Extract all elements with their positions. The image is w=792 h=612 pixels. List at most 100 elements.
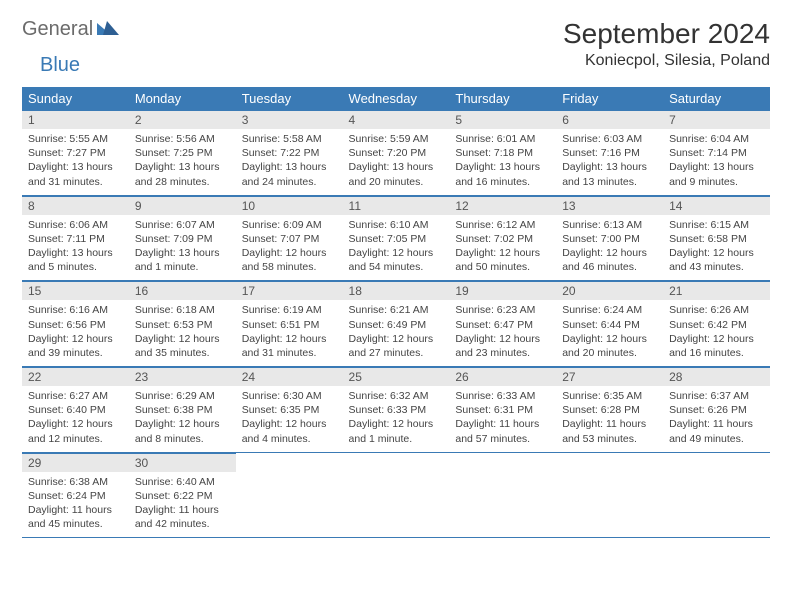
day-cell: 29Sunrise: 6:38 AMSunset: 6:24 PMDayligh…: [22, 452, 129, 538]
day-cell: 14Sunrise: 6:15 AMSunset: 6:58 PMDayligh…: [663, 195, 770, 281]
day-cell: 10Sunrise: 6:09 AMSunset: 7:07 PMDayligh…: [236, 195, 343, 281]
day-body: Sunrise: 6:15 AMSunset: 6:58 PMDaylight:…: [663, 215, 770, 281]
day-body: Sunrise: 6:29 AMSunset: 6:38 PMDaylight:…: [129, 386, 236, 452]
day-cell: 23Sunrise: 6:29 AMSunset: 6:38 PMDayligh…: [129, 367, 236, 453]
logo-triangle-icon: [97, 19, 119, 40]
day-body: Sunrise: 6:33 AMSunset: 6:31 PMDaylight:…: [449, 386, 556, 452]
day-body: Sunrise: 6:35 AMSunset: 6:28 PMDaylight:…: [556, 386, 663, 452]
day-body: Sunrise: 5:56 AMSunset: 7:25 PMDaylight:…: [129, 129, 236, 195]
day-body: Sunrise: 6:18 AMSunset: 6:53 PMDaylight:…: [129, 300, 236, 366]
day-number: 29: [22, 453, 129, 472]
day-number: 15: [22, 281, 129, 300]
day-number: 1: [22, 110, 129, 129]
day-cell: 20Sunrise: 6:24 AMSunset: 6:44 PMDayligh…: [556, 281, 663, 367]
weekday-header: Thursday: [449, 87, 556, 110]
day-number: 16: [129, 281, 236, 300]
day-number: 20: [556, 281, 663, 300]
day-body: Sunrise: 5:58 AMSunset: 7:22 PMDaylight:…: [236, 129, 343, 195]
title-block: September 2024 Koniecpol, Silesia, Polan…: [563, 18, 770, 70]
weekday-header: Tuesday: [236, 87, 343, 110]
day-cell: 13Sunrise: 6:13 AMSunset: 7:00 PMDayligh…: [556, 195, 663, 281]
day-cell: 15Sunrise: 6:16 AMSunset: 6:56 PMDayligh…: [22, 281, 129, 367]
day-cell: 16Sunrise: 6:18 AMSunset: 6:53 PMDayligh…: [129, 281, 236, 367]
day-body: Sunrise: 6:06 AMSunset: 7:11 PMDaylight:…: [22, 215, 129, 281]
day-body: Sunrise: 6:09 AMSunset: 7:07 PMDaylight:…: [236, 215, 343, 281]
day-number: 28: [663, 367, 770, 386]
day-body: Sunrise: 6:24 AMSunset: 6:44 PMDaylight:…: [556, 300, 663, 366]
day-cell: 9Sunrise: 6:07 AMSunset: 7:09 PMDaylight…: [129, 195, 236, 281]
day-cell: [663, 452, 770, 538]
day-body: Sunrise: 5:55 AMSunset: 7:27 PMDaylight:…: [22, 129, 129, 195]
day-body: Sunrise: 5:59 AMSunset: 7:20 PMDaylight:…: [343, 129, 450, 195]
day-number: 17: [236, 281, 343, 300]
day-body: Sunrise: 6:07 AMSunset: 7:09 PMDaylight:…: [129, 215, 236, 281]
day-number: 26: [449, 367, 556, 386]
day-number: 2: [129, 110, 236, 129]
day-body: Sunrise: 6:26 AMSunset: 6:42 PMDaylight:…: [663, 300, 770, 366]
day-number: 4: [343, 110, 450, 129]
day-cell: 11Sunrise: 6:10 AMSunset: 7:05 PMDayligh…: [343, 195, 450, 281]
logo-text-general: General: [22, 18, 93, 41]
weekday-header: Saturday: [663, 87, 770, 110]
day-body: Sunrise: 6:38 AMSunset: 6:24 PMDaylight:…: [22, 472, 129, 538]
day-body: Sunrise: 6:16 AMSunset: 6:56 PMDaylight:…: [22, 300, 129, 366]
day-cell: 27Sunrise: 6:35 AMSunset: 6:28 PMDayligh…: [556, 367, 663, 453]
day-body: Sunrise: 6:13 AMSunset: 7:00 PMDaylight:…: [556, 215, 663, 281]
weekday-header-row: Sunday Monday Tuesday Wednesday Thursday…: [22, 87, 770, 110]
day-cell: 26Sunrise: 6:33 AMSunset: 6:31 PMDayligh…: [449, 367, 556, 453]
day-number: 19: [449, 281, 556, 300]
day-body: Sunrise: 6:03 AMSunset: 7:16 PMDaylight:…: [556, 129, 663, 195]
day-cell: [236, 452, 343, 538]
week-row: 22Sunrise: 6:27 AMSunset: 6:40 PMDayligh…: [22, 367, 770, 453]
day-cell: 12Sunrise: 6:12 AMSunset: 7:02 PMDayligh…: [449, 195, 556, 281]
day-cell: 30Sunrise: 6:40 AMSunset: 6:22 PMDayligh…: [129, 452, 236, 538]
day-cell: [343, 452, 450, 538]
day-number: 30: [129, 453, 236, 472]
day-cell: 7Sunrise: 6:04 AMSunset: 7:14 PMDaylight…: [663, 110, 770, 195]
week-row: 1Sunrise: 5:55 AMSunset: 7:27 PMDaylight…: [22, 110, 770, 195]
day-body: Sunrise: 6:10 AMSunset: 7:05 PMDaylight:…: [343, 215, 450, 281]
day-number: 8: [22, 196, 129, 215]
day-cell: 4Sunrise: 5:59 AMSunset: 7:20 PMDaylight…: [343, 110, 450, 195]
day-cell: 21Sunrise: 6:26 AMSunset: 6:42 PMDayligh…: [663, 281, 770, 367]
day-number: 25: [343, 367, 450, 386]
day-cell: 2Sunrise: 5:56 AMSunset: 7:25 PMDaylight…: [129, 110, 236, 195]
week-row: 15Sunrise: 6:16 AMSunset: 6:56 PMDayligh…: [22, 281, 770, 367]
weekday-header: Sunday: [22, 87, 129, 110]
logo-text-blue: Blue: [40, 54, 80, 77]
day-cell: [449, 452, 556, 538]
day-body: Sunrise: 6:04 AMSunset: 7:14 PMDaylight:…: [663, 129, 770, 195]
day-cell: [556, 452, 663, 538]
day-cell: 22Sunrise: 6:27 AMSunset: 6:40 PMDayligh…: [22, 367, 129, 453]
day-number: 27: [556, 367, 663, 386]
weekday-header: Wednesday: [343, 87, 450, 110]
logo: General: [22, 18, 121, 41]
day-cell: 1Sunrise: 5:55 AMSunset: 7:27 PMDaylight…: [22, 110, 129, 195]
day-cell: 8Sunrise: 6:06 AMSunset: 7:11 PMDaylight…: [22, 195, 129, 281]
day-cell: 25Sunrise: 6:32 AMSunset: 6:33 PMDayligh…: [343, 367, 450, 453]
day-number: 9: [129, 196, 236, 215]
day-body: Sunrise: 6:21 AMSunset: 6:49 PMDaylight:…: [343, 300, 450, 366]
day-body: Sunrise: 6:30 AMSunset: 6:35 PMDaylight:…: [236, 386, 343, 452]
day-body: Sunrise: 6:01 AMSunset: 7:18 PMDaylight:…: [449, 129, 556, 195]
weekday-header: Friday: [556, 87, 663, 110]
day-number: 3: [236, 110, 343, 129]
day-number: 13: [556, 196, 663, 215]
day-number: 7: [663, 110, 770, 129]
page-title: September 2024: [563, 18, 770, 50]
day-number: 18: [343, 281, 450, 300]
day-number: 22: [22, 367, 129, 386]
day-body: Sunrise: 6:40 AMSunset: 6:22 PMDaylight:…: [129, 472, 236, 538]
day-number: 10: [236, 196, 343, 215]
day-body: Sunrise: 6:27 AMSunset: 6:40 PMDaylight:…: [22, 386, 129, 452]
day-number: 21: [663, 281, 770, 300]
day-body: Sunrise: 6:37 AMSunset: 6:26 PMDaylight:…: [663, 386, 770, 452]
day-cell: 18Sunrise: 6:21 AMSunset: 6:49 PMDayligh…: [343, 281, 450, 367]
day-number: 14: [663, 196, 770, 215]
location-label: Koniecpol, Silesia, Poland: [563, 52, 770, 70]
day-cell: 19Sunrise: 6:23 AMSunset: 6:47 PMDayligh…: [449, 281, 556, 367]
weekday-header: Monday: [129, 87, 236, 110]
day-body: Sunrise: 6:19 AMSunset: 6:51 PMDaylight:…: [236, 300, 343, 366]
day-cell: 5Sunrise: 6:01 AMSunset: 7:18 PMDaylight…: [449, 110, 556, 195]
day-number: 24: [236, 367, 343, 386]
